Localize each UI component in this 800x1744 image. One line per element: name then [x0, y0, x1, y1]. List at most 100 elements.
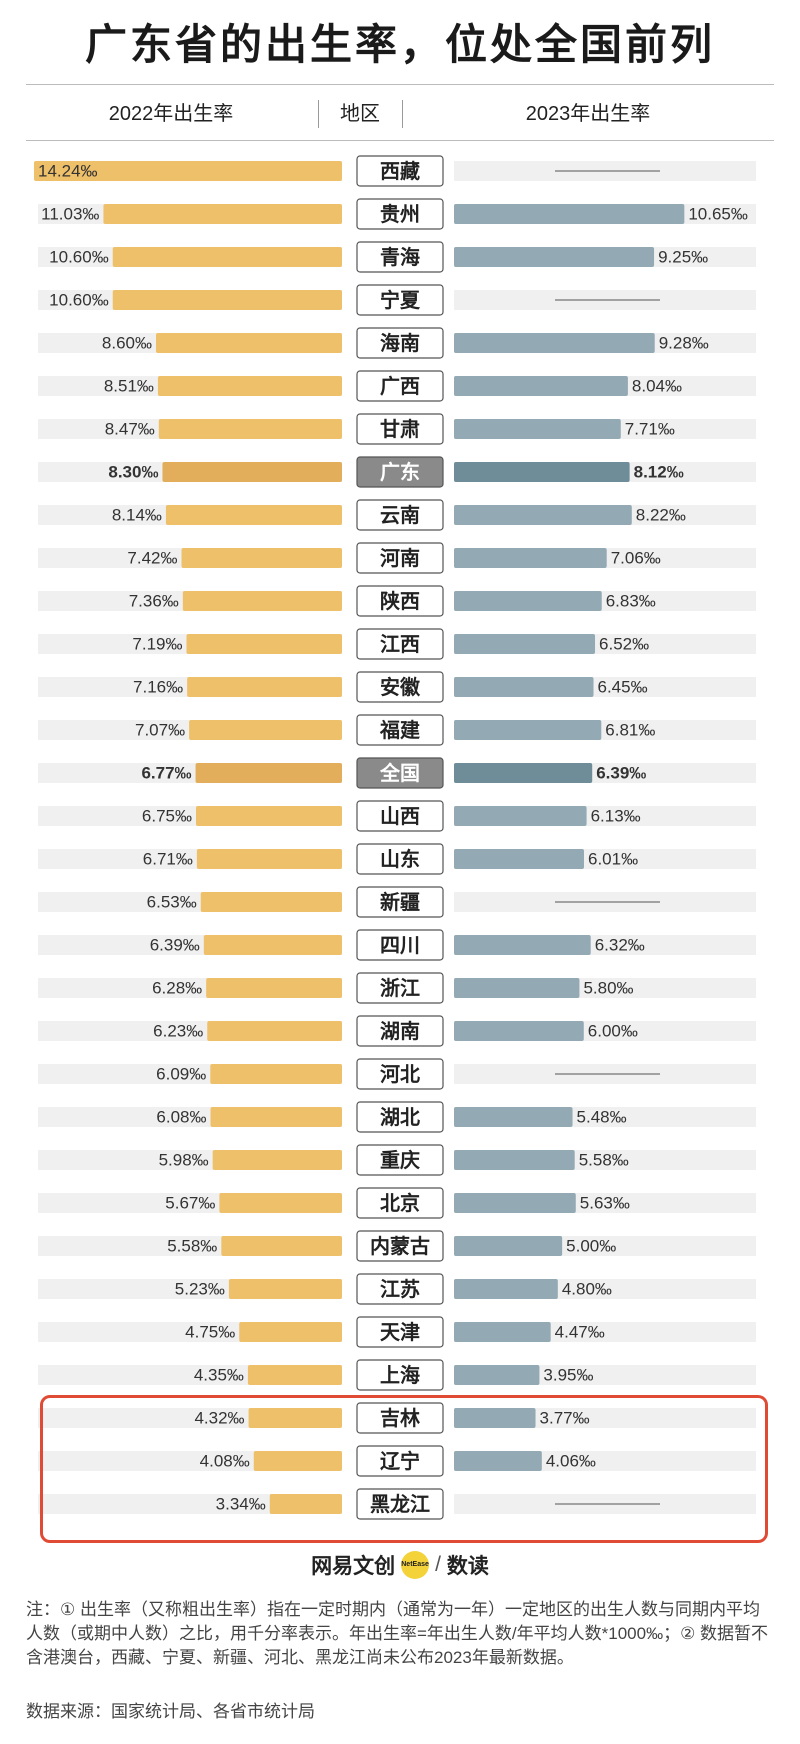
label-2023: 7.71‰ — [625, 420, 675, 439]
label-2022: 5.58‰ — [167, 1237, 217, 1256]
region-label: 海南 — [380, 331, 420, 355]
region-label: 四川 — [380, 935, 420, 957]
bar-2022 — [210, 1107, 342, 1127]
birth-rate-chart: 14.24‰ 西藏 11.03‰ 10.65‰ 贵州 10.60‰ 9.25‰ 青海 10.60… — [34, 155, 756, 1520]
bar-2023 — [454, 849, 584, 869]
region-label: 内蒙古 — [370, 1234, 430, 1258]
label-2023: 6.39‰ — [596, 764, 646, 783]
label-2022: 7.07‰ — [135, 721, 185, 740]
region-label: 贵州 — [380, 203, 420, 226]
bar-2022 — [219, 1193, 342, 1213]
label-2023: 6.32‰ — [595, 936, 645, 955]
label-2022: 6.08‰ — [156, 1108, 206, 1127]
bar-2022 — [212, 1150, 342, 1170]
bar-2022 — [248, 1408, 342, 1428]
region-label: 安徽 — [380, 675, 421, 699]
label-2022: 6.71‰ — [143, 850, 193, 869]
label-2022: 8.51‰ — [104, 377, 154, 396]
header-2023: 2023年出生率 — [525, 103, 651, 125]
bar-2023 — [454, 634, 596, 654]
region-box — [356, 284, 444, 316]
header-divider — [318, 100, 319, 128]
bar-2023 — [454, 204, 685, 224]
bar-2022 — [34, 161, 342, 181]
label-2023: 5.58‰ — [579, 1151, 629, 1170]
label-2022: 7.19‰ — [132, 635, 182, 654]
label-2023: 9.25‰ — [658, 248, 708, 267]
region-label: 上海 — [380, 1363, 420, 1387]
region-box — [356, 155, 444, 187]
bar-2023 — [454, 1150, 575, 1170]
header-rule — [26, 140, 774, 141]
region-label: 新疆 — [380, 890, 420, 914]
region-box — [356, 671, 444, 703]
region-label: 天津 — [380, 1321, 420, 1344]
region-label: 云南 — [380, 504, 420, 527]
region-box — [356, 1144, 444, 1176]
region-label: 辽宁 — [380, 1449, 420, 1473]
logo: 网易文创 NetEase / 数读 — [0, 1548, 800, 1582]
bar-2022 — [165, 505, 342, 525]
bar-2023 — [454, 1021, 584, 1041]
bar-2022 — [247, 1365, 342, 1385]
region-label: 宁夏 — [380, 288, 421, 312]
region-label: 江西 — [380, 633, 420, 656]
region-box — [356, 628, 444, 660]
bar-2023 — [454, 677, 594, 697]
region-label: 陕西 — [380, 589, 420, 613]
bar-2023 — [454, 333, 655, 353]
label-2022: 4.75‰ — [185, 1323, 235, 1342]
label-2023: 8.22‰ — [636, 506, 686, 525]
region-label: 青海 — [380, 245, 420, 269]
bar-2022 — [253, 1451, 342, 1471]
region-box — [356, 1359, 444, 1391]
bar-2023 — [454, 1451, 542, 1471]
data-source: 数据来源：国家统计局、各省市统计局 — [26, 1702, 315, 1721]
bar-2022 — [158, 419, 342, 439]
bar-2023 — [454, 1408, 536, 1428]
label-2022: 4.35‰ — [194, 1366, 244, 1385]
region-label: 河南 — [380, 547, 420, 570]
label-2022: 3.34‰ — [216, 1495, 266, 1514]
label-2023: 7.06‰ — [611, 549, 661, 568]
label-2022: 8.47‰ — [105, 420, 155, 439]
label-2023: 8.04‰ — [632, 377, 682, 396]
label-2023: 3.95‰ — [543, 1366, 593, 1385]
header-2022: 2022年出生率 — [108, 103, 234, 125]
label-2022: 7.16‰ — [133, 678, 183, 697]
label-2022: 5.67‰ — [165, 1194, 215, 1213]
bar-2023 — [454, 1193, 576, 1213]
label-2023: 6.81‰ — [605, 721, 655, 740]
region-label: 福建 — [379, 718, 420, 742]
region-box — [356, 1101, 444, 1133]
label-2022: 8.30‰ — [108, 463, 158, 482]
region-box — [356, 499, 444, 531]
bar-2023 — [454, 1365, 540, 1385]
region-label: 重庆 — [380, 1148, 420, 1172]
region-label: 山东 — [380, 847, 420, 871]
region-box — [356, 757, 444, 789]
label-2022: 10.60‰ — [49, 248, 109, 267]
region-box — [356, 843, 444, 875]
bar-2022 — [103, 204, 342, 224]
bar-2022 — [186, 634, 342, 654]
region-box — [356, 972, 444, 1004]
region-label: 江苏 — [380, 1278, 420, 1301]
region-box — [356, 1187, 444, 1219]
region-label: 浙江 — [380, 976, 420, 1000]
label-2023: 10.65‰ — [688, 205, 748, 224]
region-box — [356, 585, 444, 617]
region-box — [356, 1230, 444, 1262]
bar-2023 — [454, 763, 593, 783]
label-2022: 5.23‰ — [175, 1280, 225, 1299]
bar-2022 — [210, 1064, 342, 1084]
label-2023: 6.01‰ — [588, 850, 638, 869]
region-box — [356, 327, 444, 359]
northeast-highlight-frame — [40, 1395, 768, 1543]
region-label: 湖南 — [380, 1020, 420, 1043]
bar-2022 — [195, 763, 342, 783]
region-label: 全国 — [379, 761, 420, 785]
region-box — [356, 1402, 444, 1434]
label-2022: 10.60‰ — [49, 291, 109, 310]
label-2022: 5.98‰ — [159, 1151, 209, 1170]
